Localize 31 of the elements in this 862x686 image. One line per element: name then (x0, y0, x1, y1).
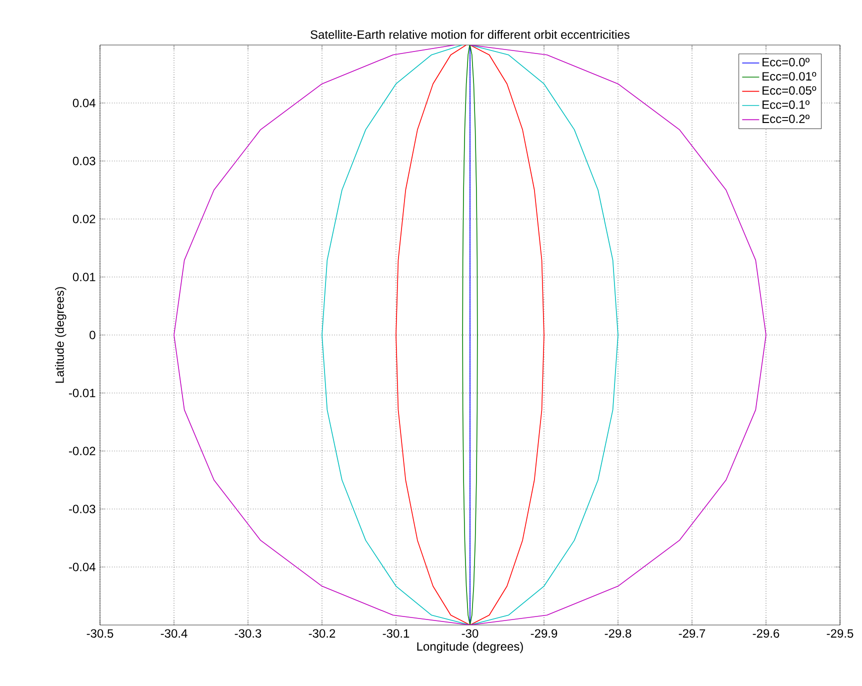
x-tick-label: -30.3 (234, 629, 262, 638)
legend-label: Ecc=0.01º (762, 72, 816, 81)
y-tick-label: 0.03 (72, 156, 96, 166)
y-tick-label: 0.02 (72, 214, 96, 224)
x-tick-label: -29.6 (752, 629, 780, 638)
x-tick-label: -29.8 (604, 629, 632, 638)
y-tick-label: 0.04 (72, 98, 96, 108)
y-tick-label: -0.04 (68, 562, 96, 572)
legend-label: Ecc=0.1º (762, 100, 810, 109)
line-series (462, 45, 478, 625)
line-series (396, 45, 544, 625)
y-tick-label: -0.01 (68, 388, 96, 398)
x-tick-label: -30.4 (160, 629, 188, 638)
legend-label: Ecc=0.2º (762, 114, 810, 124)
x-tick-label: -30.1 (382, 629, 410, 638)
y-tick-label: 0.01 (72, 272, 96, 282)
y-tick-label: -0.03 (68, 504, 96, 514)
x-axis-title: Longitude (degrees) (417, 642, 523, 654)
x-tick-label: -29.7 (678, 629, 706, 638)
y-axis-title: Latitude (degrees) (55, 287, 66, 383)
y-tick-label: 0 (90, 330, 96, 340)
y-tick-label: -0.02 (68, 446, 96, 456)
x-tick-label: -30.2 (308, 629, 336, 638)
legend-label: Ecc=0.0º (762, 58, 810, 66)
x-tick-label: -29.5 (826, 629, 854, 638)
line-series (322, 45, 618, 625)
x-tick-label: -29.9 (530, 629, 558, 638)
x-tick-label: -30 (462, 629, 478, 638)
chart-title: Satellite-Earth relative motion for different orbit eccentricities (310, 30, 630, 39)
x-tick-label: -30.5 (86, 629, 114, 638)
legend-label: Ecc=0.05º (762, 86, 816, 95)
